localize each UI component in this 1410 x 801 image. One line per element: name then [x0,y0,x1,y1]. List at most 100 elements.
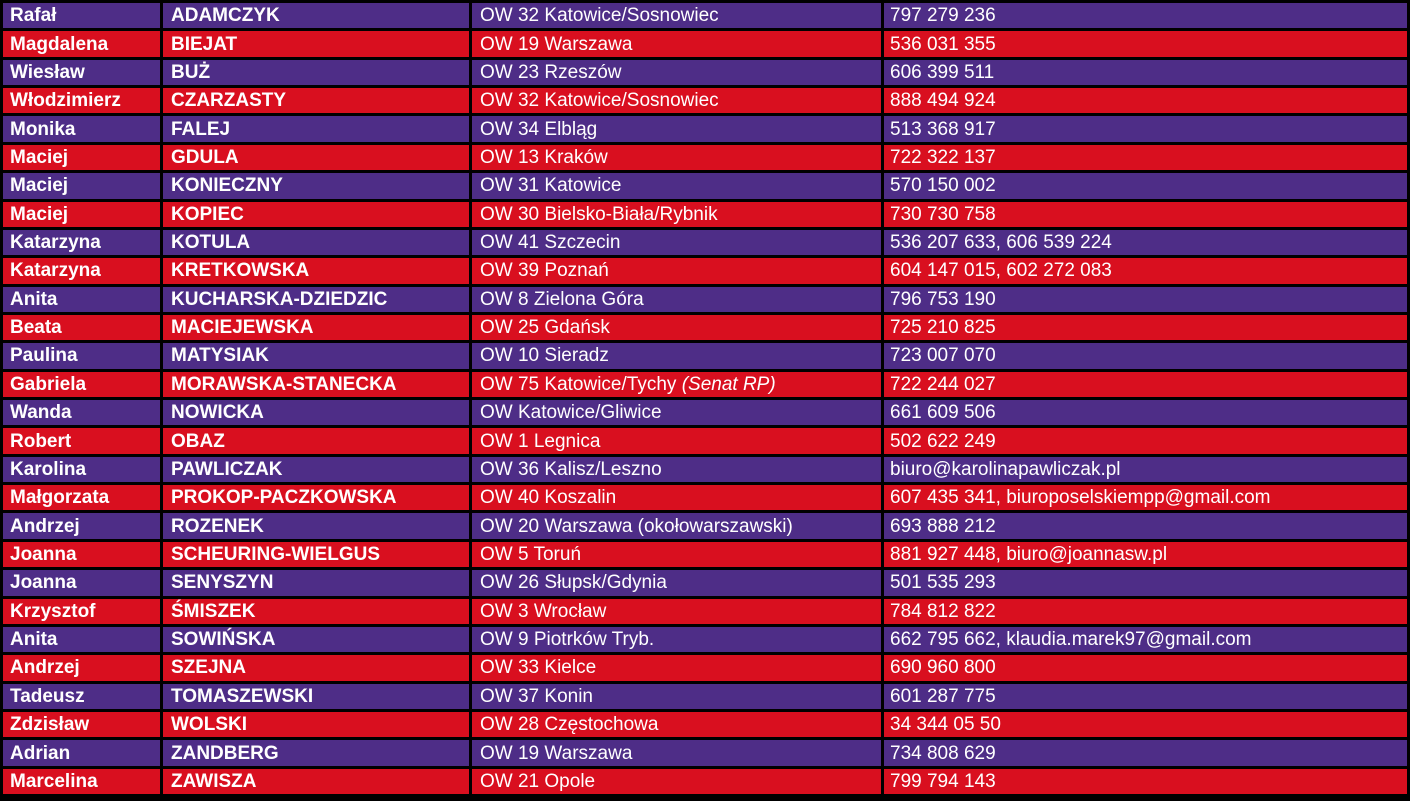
district-text: OW 23 Rzeszów [480,61,622,83]
contact-text: 799 794 143 [890,770,996,792]
first-name-text: Maciej [10,146,69,168]
contact-cell: 722 244 027 [884,371,1407,398]
first-name-cell: Monika [3,116,160,142]
contact-text: 501 535 293 [890,572,996,594]
first-name-cell: Wiesław [3,59,160,86]
table-row: Maciej KONIECZNY OW 31 Katowice 570 150 … [3,173,1407,199]
table-row: Andrzej ROZENEK OW 20 Warszawa (okołowar… [3,513,1407,539]
contact-cell: biuro@karolinapawliczak.pl [884,456,1407,483]
last-name-cell: FALEJ [163,116,469,142]
contact-cell: 34 344 05 50 [884,711,1407,738]
district-text: OW 31 Katowice [480,175,622,197]
contact-cell: 784 812 822 [884,598,1407,624]
district-cell: OW 31 Katowice [472,173,881,199]
last-name-cell: KOTULA [163,229,469,256]
first-name-text: Beata [10,317,62,339]
last-name-text: GDULA [171,146,239,168]
district-cell: OW 21 Opole [472,768,881,795]
first-name-text: Magdalena [10,33,109,55]
contact-text: 881 927 448, biuro@joannasw.pl [890,544,1168,565]
table-row: Andrzej SZEJNA OW 33 Kielce 690 960 800 [3,655,1407,681]
contact-cell: 888 494 924 [884,88,1407,114]
table-row: Anita KUCHARSKA-DZIEDZIC OW 8 Zielona Gó… [3,286,1407,312]
contact-text: 722 244 027 [890,373,996,395]
contact-cell: 662 795 662, klaudia.marek97@gmail.com [884,626,1407,653]
contact-cell: 607 435 341, biuroposelskiempp@gmail.com [884,485,1407,511]
table-row: Zdzisław WOLSKI OW 28 Częstochowa 34 344… [3,711,1407,738]
last-name-text: ROZENEK [171,515,264,537]
first-name-text: Rafał [10,5,57,27]
contact-text: 661 609 506 [890,402,996,424]
last-name-text: CZARZASTY [171,90,287,112]
first-name-text: Joanna [10,572,77,594]
contact-text: 725 210 825 [890,317,996,339]
district-text: OW 30 Bielsko-Biała/Rybnik [480,203,718,225]
last-name-text: FALEJ [171,118,231,140]
district-text: OW 3 Wrocław [480,600,607,622]
table-row: Katarzyna KRETKOWSKA OW 39 Poznań 604 14… [3,258,1407,284]
district-cell: OW 19 Warszawa [472,740,881,766]
contact-text: 570 150 002 [890,175,996,197]
contact-cell: 513 368 917 [884,116,1407,142]
contact-cell: 570 150 002 [884,173,1407,199]
first-name-text: Wanda [10,402,72,424]
last-name-text: KOPIEC [171,203,244,225]
contact-text: 690 960 800 [890,657,996,679]
contact-text: 607 435 341, biuroposelskiempp@gmail.com [890,487,1271,509]
first-name-text: Robert [10,430,72,452]
last-name-cell: PROKOP-PACZKOWSKA [163,485,469,511]
contact-text: 796 753 190 [890,288,996,310]
first-name-text: Andrzej [10,657,80,679]
first-name-cell: Tadeusz [3,683,160,709]
last-name-cell: MACIEJEWSKA [163,314,469,341]
district-cell: OW 30 Bielsko-Biała/Rybnik [472,201,881,227]
last-name-cell: KRETKOWSKA [163,258,469,284]
contact-cell: 725 210 825 [884,314,1407,341]
first-name-cell: Karolina [3,456,160,483]
first-name-text: Zdzisław [10,714,90,736]
first-name-text: Paulina [10,345,78,367]
first-name-cell: Beata [3,314,160,341]
contact-text: 662 795 662, klaudia.marek97@gmail.com [890,629,1252,651]
contact-cell: 536 207 633, 606 539 224 [884,229,1407,256]
last-name-cell: SCHEURING-WIELGUS [163,541,469,568]
last-name-cell: BUŻ [163,59,469,86]
last-name-text: ZANDBERG [171,742,279,764]
contact-text: 734 808 629 [890,742,996,764]
last-name-text: MATYSIAK [171,345,269,367]
district-text: OW 75 Katowice/Tychy [480,373,682,395]
first-name-cell: Gabriela [3,371,160,398]
district-text: OW 41 Szczecin [480,232,621,254]
last-name-cell: CZARZASTY [163,88,469,114]
district-text: OW 19 Warszawa [480,33,633,55]
table-row: Paulina MATYSIAK OW 10 Sieradz 723 007 0… [3,343,1407,369]
first-name-cell: Andrzej [3,513,160,539]
first-name-text: Marcelina [10,770,98,792]
district-text: OW 19 Warszawa [480,742,633,764]
district-text: OW 33 Kielce [480,657,597,679]
first-name-cell: Anita [3,626,160,653]
contact-text: biuro@karolinapawliczak.pl [890,458,1121,480]
last-name-cell: MORAWSKA-STANECKA [163,371,469,398]
district-text: OW 8 Zielona Góra [480,288,644,310]
first-name-text: Krzysztof [10,600,96,622]
table-row: Monika FALEJ OW 34 Elbląg 513 368 917 [3,116,1407,142]
first-name-cell: Maciej [3,144,160,171]
district-cell: OW 36 Kalisz/Leszno [472,456,881,483]
first-name-cell: Adrian [3,740,160,766]
table-row: Maciej GDULA OW 13 Kraków 722 322 137 [3,144,1407,171]
district-cell: OW 41 Szczecin [472,229,881,256]
first-name-cell: Rafał [3,3,160,29]
contact-cell: 799 794 143 [884,768,1407,795]
table-row: Maciej KOPIEC OW 30 Bielsko-Biała/Rybnik… [3,201,1407,227]
last-name-cell: TOMASZEWSKI [163,683,469,709]
last-name-text: SENYSZYN [171,572,274,594]
last-name-text: NOWICKA [171,402,264,424]
contact-text: 502 622 249 [890,430,996,452]
district-cell: OW 28 Częstochowa [472,711,881,738]
district-text: OW 28 Częstochowa [480,714,659,736]
district-cell: OW 32 Katowice/Sosnowiec [472,3,881,29]
last-name-text: BIEJAT [171,33,238,55]
table-row: Adrian ZANDBERG OW 19 Warszawa 734 808 6… [3,740,1407,766]
district-text: OW 5 Toruń [480,544,582,565]
